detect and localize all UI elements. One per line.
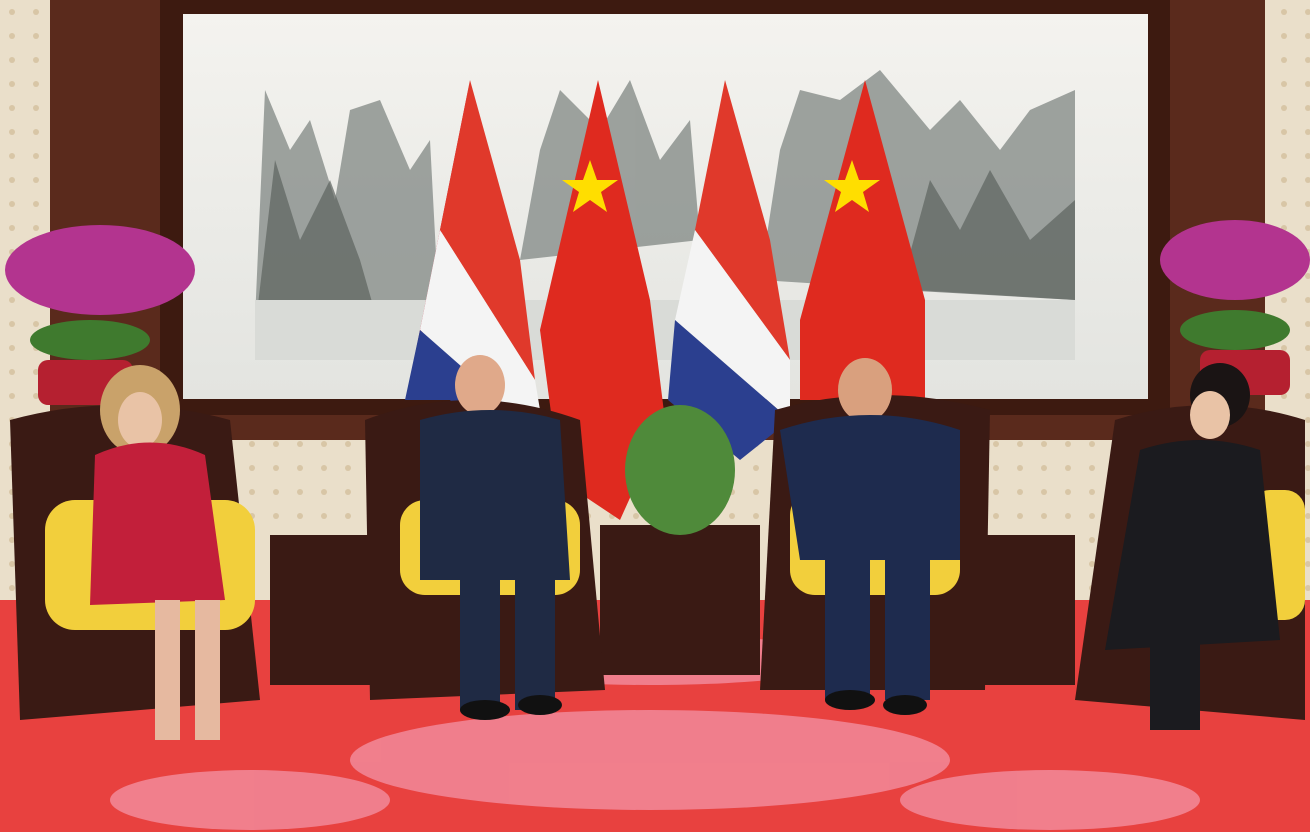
- person-woman-black: [1105, 363, 1280, 730]
- painted-river: [255, 300, 1075, 360]
- side-table: [270, 535, 380, 685]
- china-flag: [540, 80, 665, 520]
- person-woman-red: [90, 365, 225, 740]
- side-table: [985, 535, 1075, 685]
- person-man-left: [420, 355, 570, 720]
- painted-mountains-dark: [255, 160, 1075, 330]
- china-flag: [800, 80, 925, 400]
- side-table: [600, 525, 760, 675]
- person-man-right: [780, 358, 960, 715]
- flower-arrangement: [625, 405, 735, 535]
